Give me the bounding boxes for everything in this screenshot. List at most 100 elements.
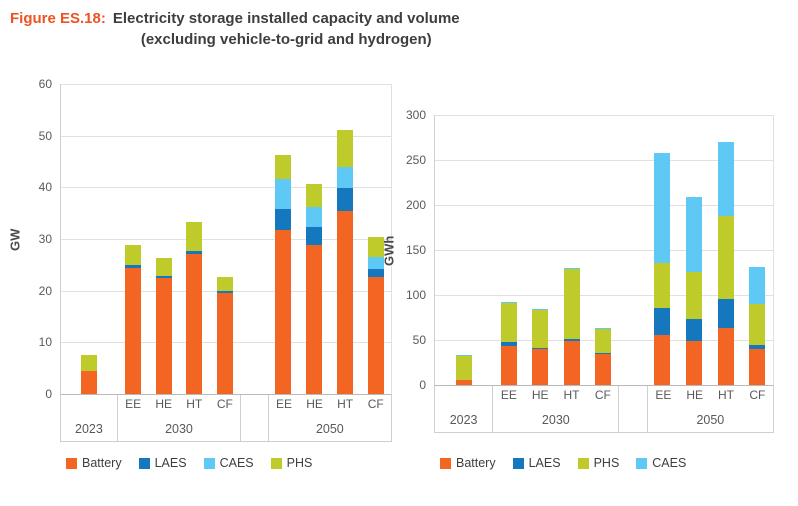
bar-segment-battery bbox=[717, 328, 734, 385]
year-label: 2023 bbox=[449, 412, 478, 427]
bar-slot bbox=[61, 84, 117, 394]
legend-gw: Battery LAES CAES PHS bbox=[66, 456, 392, 470]
bar-segment-phs bbox=[275, 155, 292, 179]
legend-item: Battery bbox=[66, 456, 122, 470]
bar-segment-phs bbox=[749, 304, 766, 345]
bar bbox=[749, 267, 766, 385]
bar-segment-caes bbox=[275, 179, 292, 209]
legend-item: PHS bbox=[577, 456, 619, 470]
year-label bbox=[241, 416, 268, 441]
x-zone-2023: 2023 bbox=[435, 386, 494, 432]
year-label: 2023 bbox=[75, 421, 103, 436]
x-zone-2050: EE HE HT CF 2050 bbox=[648, 386, 774, 432]
bar-segment-phs bbox=[155, 258, 172, 276]
bar-segment-phs bbox=[305, 184, 322, 207]
legend-swatch-caes bbox=[203, 457, 215, 469]
bar-segment-laes bbox=[749, 345, 766, 349]
bar-segment-laes bbox=[563, 339, 580, 341]
sublabel-row bbox=[61, 395, 117, 416]
gridline bbox=[61, 187, 391, 189]
bar-segment-phs bbox=[595, 329, 612, 353]
bar-segment-laes bbox=[595, 353, 612, 354]
sublabel-row bbox=[241, 395, 268, 416]
bar-slot bbox=[556, 115, 588, 385]
bar bbox=[275, 155, 292, 394]
gridline bbox=[435, 250, 773, 251]
bar-segment-laes bbox=[275, 209, 292, 230]
year-label: 2030 bbox=[541, 412, 570, 427]
bar-segment-battery bbox=[305, 245, 322, 394]
bar-segment-battery bbox=[595, 354, 612, 385]
y-tick-label: 60 bbox=[38, 77, 52, 91]
x-sublabel: EE bbox=[125, 397, 142, 411]
x-sublabel: EE bbox=[655, 388, 672, 402]
bar-segment-battery bbox=[186, 254, 203, 394]
figure-title-block: Figure ES.18: Electricity storage instal… bbox=[10, 8, 460, 50]
group-2023 bbox=[61, 84, 117, 394]
legend-swatch-battery bbox=[440, 457, 451, 469]
bar-segment-laes bbox=[717, 299, 734, 328]
year-label bbox=[619, 407, 646, 432]
bar-segment-laes bbox=[155, 276, 172, 278]
gridline bbox=[61, 84, 391, 85]
bar-segment-caes bbox=[336, 167, 353, 188]
bar-slot bbox=[710, 115, 742, 385]
bar-segment-laes bbox=[186, 251, 203, 254]
bar-segment-phs bbox=[124, 245, 141, 265]
bar-slot bbox=[647, 115, 679, 385]
bar-slot bbox=[298, 84, 329, 394]
legend-label: CAES bbox=[219, 456, 254, 470]
x-sublabel: CF bbox=[594, 388, 611, 402]
bar bbox=[124, 245, 141, 394]
bar bbox=[155, 258, 172, 394]
legend-swatch-laes bbox=[138, 457, 150, 469]
bar-segment-battery bbox=[336, 211, 353, 394]
bar-segment-battery bbox=[367, 277, 384, 394]
bar-segment-battery bbox=[275, 230, 292, 394]
bar-slot bbox=[210, 84, 241, 394]
year-label: 2050 bbox=[315, 421, 344, 436]
gridline bbox=[435, 115, 773, 116]
bar-segment-laes bbox=[305, 227, 322, 245]
gridline bbox=[435, 205, 773, 206]
bar-segment-laes bbox=[367, 269, 384, 277]
y-tick-label: 20 bbox=[38, 283, 52, 298]
y-tick-label: 250 bbox=[405, 153, 426, 167]
bar bbox=[367, 237, 384, 394]
bar-segment-battery bbox=[155, 278, 172, 394]
chart-volume-gwh: GWh 0 50 100 150 200 250 300 2023 EE HE HT CF 2030 E… bbox=[380, 108, 774, 470]
legend-label: PHS bbox=[286, 456, 313, 470]
x-sublabel: CF bbox=[367, 397, 384, 411]
bar bbox=[717, 142, 734, 385]
bar-segment-battery bbox=[749, 349, 766, 385]
group-2023 bbox=[435, 115, 493, 385]
y-tick-label: 40 bbox=[38, 180, 52, 195]
sublabel-row: EE HE HT CF bbox=[269, 395, 391, 416]
group-spacer bbox=[241, 84, 268, 394]
y-tick-label: 200 bbox=[405, 198, 426, 212]
bar-slot bbox=[179, 84, 210, 394]
bar-segment-laes bbox=[500, 342, 517, 346]
bar-segment-phs bbox=[336, 130, 353, 167]
x-sublabel: HT bbox=[186, 397, 203, 411]
bar bbox=[532, 309, 549, 385]
y-axis-gw: 0 10 20 30 40 50 60 bbox=[24, 77, 60, 401]
y-tick-label: 10 bbox=[38, 335, 52, 350]
bar bbox=[595, 328, 612, 385]
bar-segment-phs bbox=[217, 277, 234, 291]
bar-slot bbox=[588, 115, 620, 385]
bar-segment-laes bbox=[217, 291, 234, 293]
legend-item: Battery bbox=[440, 456, 496, 470]
plot-area-gwh bbox=[434, 115, 774, 386]
gridline bbox=[61, 135, 391, 137]
figure-title-line1: Electricity storage installed capacity a… bbox=[112, 10, 460, 27]
y-tick-label: 0 bbox=[419, 378, 426, 392]
bar-segment-phs bbox=[81, 355, 98, 371]
y-tick-label: 300 bbox=[405, 108, 426, 122]
bar-segment-caes bbox=[595, 328, 612, 329]
y-tick-label: 50 bbox=[38, 128, 52, 143]
legend-label: LAES bbox=[154, 456, 187, 470]
bar-slot bbox=[493, 115, 525, 385]
bar-segment-caes bbox=[749, 267, 766, 304]
bar-segment-phs bbox=[367, 237, 384, 257]
